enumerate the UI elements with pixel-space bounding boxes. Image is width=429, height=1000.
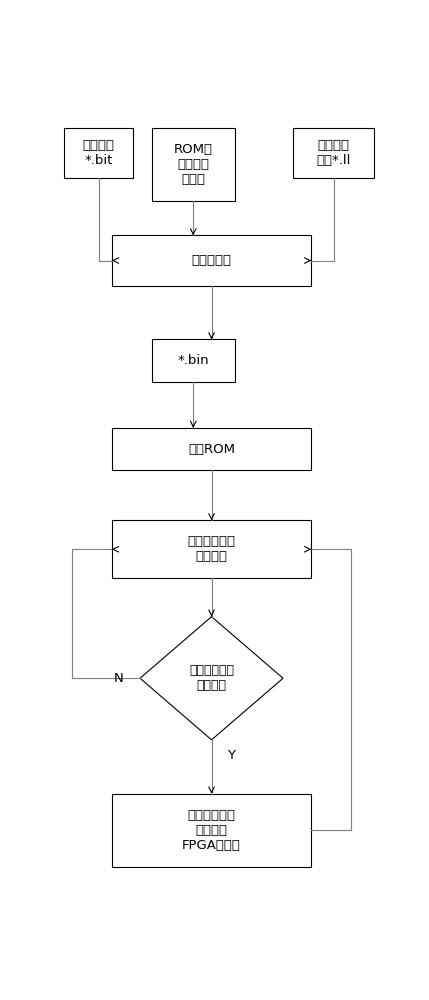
Bar <box>293 128 375 178</box>
Text: *.bin: *.bin <box>178 354 209 367</box>
Bar <box>112 794 311 867</box>
Text: 计算机软件: 计算机软件 <box>192 254 232 267</box>
Bar <box>112 428 311 470</box>
Text: 配置文件
*.bit: 配置文件 *.bit <box>82 139 115 167</box>
Bar <box>112 520 311 578</box>
Text: 逻辑控制电路
读取一帧: 逻辑控制电路 读取一帧 <box>187 535 236 563</box>
Text: N: N <box>114 672 123 685</box>
Bar <box>112 235 311 286</box>
Text: 数据屏蔽
文件*.ll: 数据屏蔽 文件*.ll <box>317 139 351 167</box>
Bar <box>152 339 235 382</box>
Text: 烧入ROM: 烧入ROM <box>188 443 235 456</box>
Text: Y: Y <box>227 749 236 762</box>
Text: ROM映
射区数据
不屏蔽: ROM映 射区数据 不屏蔽 <box>174 143 213 186</box>
Bar <box>63 128 133 178</box>
Text: 动态刷新控制
信号有效: 动态刷新控制 信号有效 <box>189 664 234 692</box>
Text: 还原出配置信
息、写入
FPGA配置区: 还原出配置信 息、写入 FPGA配置区 <box>182 809 241 852</box>
Bar <box>152 128 235 201</box>
